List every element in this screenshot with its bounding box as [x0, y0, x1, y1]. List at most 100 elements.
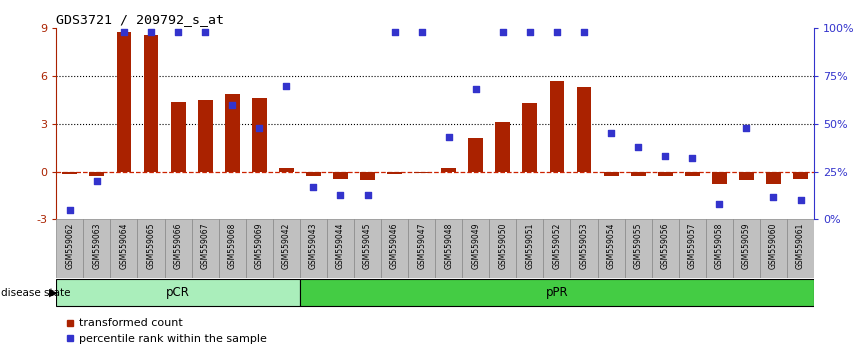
Text: GSM559046: GSM559046	[390, 222, 399, 269]
Bar	[300, 219, 326, 278]
Point	[496, 29, 510, 35]
Point	[658, 154, 672, 159]
Bar	[495, 122, 510, 172]
Text: GDS3721 / 209792_s_at: GDS3721 / 209792_s_at	[56, 13, 224, 26]
Text: GSM559050: GSM559050	[498, 222, 507, 269]
Bar	[787, 219, 814, 278]
Point	[63, 207, 77, 213]
Bar	[252, 98, 267, 172]
Point	[415, 29, 429, 35]
Bar	[83, 219, 111, 278]
Bar	[306, 172, 320, 176]
Bar	[462, 219, 489, 278]
Bar	[333, 172, 348, 179]
Text: GSM559062: GSM559062	[65, 222, 74, 269]
Bar	[577, 87, 591, 172]
Point	[144, 29, 158, 35]
Bar	[604, 172, 618, 176]
Point	[225, 102, 239, 108]
Bar	[489, 219, 516, 278]
Bar	[300, 279, 814, 307]
Bar	[544, 219, 571, 278]
Point	[280, 83, 294, 88]
Text: GSM559061: GSM559061	[796, 222, 805, 269]
Bar	[56, 219, 83, 278]
Text: GSM559066: GSM559066	[173, 222, 183, 269]
Text: GSM559065: GSM559065	[146, 222, 156, 269]
Point	[713, 201, 727, 207]
Point	[388, 29, 402, 35]
Bar	[793, 172, 808, 179]
Text: GSM559056: GSM559056	[661, 222, 669, 269]
Text: GSM559053: GSM559053	[579, 222, 589, 269]
Point	[360, 192, 374, 198]
Point	[685, 155, 699, 161]
Bar	[279, 168, 294, 172]
Bar	[381, 219, 408, 278]
Bar	[354, 219, 381, 278]
Bar	[624, 219, 651, 278]
Bar	[197, 100, 212, 172]
Point	[577, 29, 591, 35]
Point	[198, 29, 212, 35]
Bar	[138, 219, 165, 278]
Point	[631, 144, 645, 150]
Bar	[144, 35, 158, 172]
Bar	[739, 172, 753, 180]
Text: GSM559057: GSM559057	[688, 222, 697, 269]
Text: GSM559045: GSM559045	[363, 222, 372, 269]
Text: GSM559042: GSM559042	[281, 222, 291, 269]
Text: GSM559067: GSM559067	[201, 222, 210, 269]
Bar	[218, 219, 246, 278]
Bar	[766, 172, 781, 184]
Bar	[651, 219, 679, 278]
Bar	[273, 219, 300, 278]
Text: GSM559048: GSM559048	[444, 222, 453, 269]
Bar	[165, 219, 191, 278]
Bar	[550, 81, 565, 172]
Bar	[469, 138, 483, 172]
Bar	[733, 219, 760, 278]
Text: pPR: pPR	[546, 286, 568, 299]
Bar	[760, 219, 787, 278]
Bar	[712, 172, 727, 184]
Text: GSM559060: GSM559060	[769, 222, 778, 269]
Bar	[89, 172, 104, 176]
Bar	[679, 219, 706, 278]
Bar	[442, 168, 456, 172]
Bar	[571, 219, 598, 278]
Text: GSM559054: GSM559054	[606, 222, 616, 269]
Bar	[225, 95, 240, 172]
Bar	[630, 172, 645, 176]
Bar	[360, 172, 375, 180]
Point	[740, 125, 753, 131]
Point	[766, 194, 780, 199]
Text: GSM559068: GSM559068	[228, 222, 236, 269]
Point	[469, 87, 482, 92]
Point	[171, 29, 185, 35]
Text: GSM559043: GSM559043	[309, 222, 318, 269]
Bar	[706, 219, 733, 278]
Bar	[435, 219, 462, 278]
Point	[442, 135, 456, 140]
Point	[523, 29, 537, 35]
Text: GSM559055: GSM559055	[634, 222, 643, 269]
Text: GSM559052: GSM559052	[553, 222, 561, 269]
Bar	[171, 102, 185, 172]
Point	[90, 178, 104, 184]
Text: GSM559058: GSM559058	[714, 222, 724, 269]
Text: pCR: pCR	[166, 286, 190, 299]
Bar	[326, 219, 354, 278]
Point	[307, 184, 320, 190]
Bar	[522, 103, 537, 172]
Bar	[685, 172, 700, 176]
Bar	[598, 219, 624, 278]
Point	[793, 198, 807, 203]
Bar	[658, 172, 673, 176]
Bar	[516, 219, 544, 278]
Bar	[414, 172, 429, 173]
Point	[550, 29, 564, 35]
Bar	[387, 172, 402, 174]
Text: GSM559064: GSM559064	[120, 222, 128, 269]
Point	[604, 131, 618, 136]
